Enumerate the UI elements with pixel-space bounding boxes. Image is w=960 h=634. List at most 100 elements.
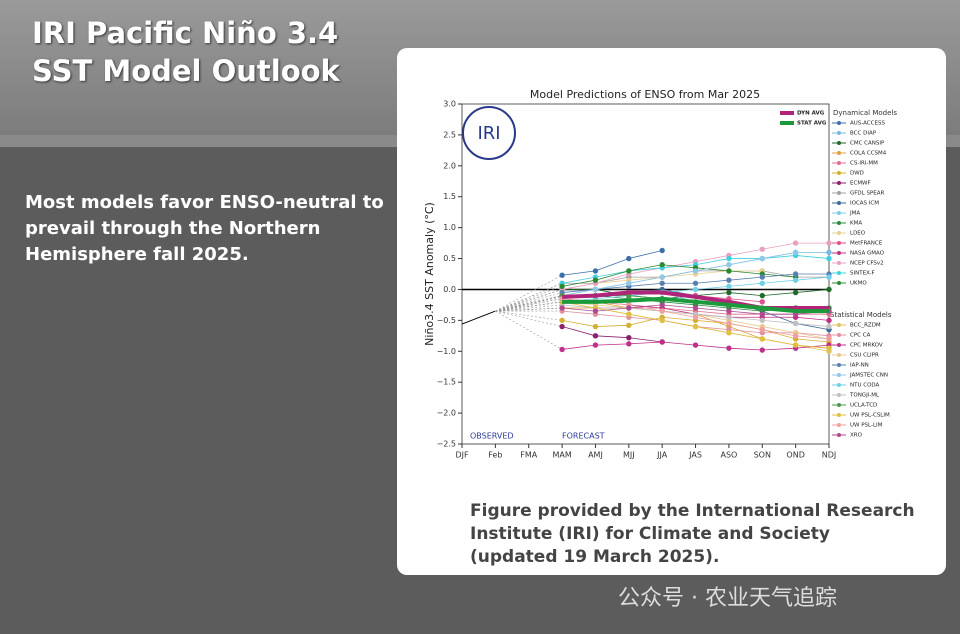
point — [592, 308, 599, 314]
series-line — [562, 290, 829, 310]
legend-marker — [837, 353, 841, 357]
connector — [495, 310, 563, 327]
legend-group-title: Statistical Models — [830, 311, 892, 319]
point — [726, 268, 732, 274]
series-line — [562, 251, 796, 297]
slide-title: IRI Pacific Niño 3.4 SST Model Outlook — [32, 14, 340, 90]
y-axis-label: Niño3.4 SST Anomaly (°C) — [423, 202, 436, 346]
point — [726, 262, 732, 268]
point — [692, 342, 699, 348]
x-tick-label: FMA — [520, 451, 538, 460]
y-tick-label: −0.5 — [437, 316, 456, 325]
legend-marker — [837, 121, 841, 125]
point — [626, 268, 632, 274]
point — [759, 317, 765, 324]
y-tick-label: 1.0 — [443, 223, 456, 232]
legend-label: COLA CCSM4 — [850, 151, 887, 157]
legend-label: UCLA-TCD — [850, 403, 877, 409]
legend-label: NTU CODA — [850, 383, 880, 389]
point — [792, 333, 799, 339]
point — [592, 342, 599, 348]
point — [559, 323, 565, 330]
point — [692, 286, 699, 293]
x-tick-label: MJJ — [623, 451, 635, 460]
title-line: SST Model Outlook — [32, 54, 340, 88]
legend-marker — [837, 403, 841, 407]
point — [659, 274, 665, 280]
legend-label: XRO — [850, 433, 863, 439]
legend-label: CSU CLIPR — [850, 353, 879, 359]
legend-marker — [837, 383, 841, 387]
legend-label: JAMSTEC CNN — [849, 373, 888, 379]
point — [659, 317, 665, 324]
connector — [495, 310, 563, 321]
x-tick-label: OND — [786, 451, 804, 460]
point — [826, 336, 832, 342]
connector — [495, 301, 563, 312]
point — [826, 323, 832, 330]
y-tick-label: 2.5 — [443, 130, 456, 139]
caption-line: (updated 19 March 2025). — [470, 547, 720, 567]
point — [726, 314, 732, 320]
legend-marker — [837, 141, 841, 145]
legend-label: UKMO — [850, 281, 867, 287]
point — [792, 320, 799, 327]
series-line — [461, 310, 496, 325]
point — [726, 277, 732, 283]
point — [826, 249, 832, 256]
point — [826, 345, 832, 351]
legend-label: KMA — [850, 221, 862, 227]
legend-label: TONGJI-ML — [849, 393, 880, 399]
legend-label: BCC_RZDM — [850, 323, 881, 329]
legend-marker — [837, 393, 841, 397]
point — [726, 345, 732, 351]
point — [726, 289, 732, 296]
legend-marker — [837, 231, 841, 235]
point — [659, 280, 665, 286]
connector — [495, 304, 563, 312]
x-tick-label: JAS — [688, 451, 702, 460]
point — [626, 311, 632, 317]
y-tick-label: −1.5 — [437, 378, 456, 387]
point — [759, 292, 765, 299]
legend-group-title: Dynamical Models — [833, 109, 897, 117]
point — [726, 320, 732, 327]
legend-marker — [837, 333, 841, 337]
point — [692, 314, 699, 320]
body-line: Most models favor ENSO-neutral to — [25, 192, 384, 213]
x-tick-label: Feb — [488, 451, 502, 460]
legend-label: LDEO — [850, 231, 866, 237]
series-line — [562, 296, 829, 314]
connector — [495, 296, 563, 312]
y-tick-label: 0.5 — [443, 254, 456, 263]
point — [826, 286, 832, 293]
point — [692, 323, 699, 330]
point — [759, 326, 765, 333]
legend-marker — [837, 343, 841, 347]
point — [559, 305, 565, 311]
y-tick-label: −2.0 — [437, 409, 456, 418]
point — [592, 277, 599, 283]
y-tick-label: −1.0 — [437, 347, 456, 356]
point — [626, 341, 632, 347]
legend-label: UW PSL-LIM — [850, 423, 883, 429]
y-tick-label: 2.0 — [443, 161, 456, 170]
legend-label: DWD — [850, 171, 864, 177]
body-line: prevail through the Northern — [25, 218, 321, 239]
legend-label: NASA GMAO — [850, 251, 885, 257]
point — [559, 317, 565, 324]
legend-label: MetFRANCE — [850, 241, 883, 247]
point — [659, 247, 665, 254]
legend-label: DYN AVG — [797, 111, 825, 117]
point — [826, 317, 832, 324]
legend-marker — [837, 323, 841, 327]
legend-label: AUS-ACCESS — [850, 121, 885, 127]
chart-title: Model Predictions of ENSO from Mar 2025 — [530, 88, 760, 101]
point — [726, 330, 732, 336]
title-line: IRI Pacific Niño 3.4 — [32, 16, 339, 50]
x-tick-label: JJA — [656, 451, 668, 460]
legend-marker — [837, 271, 841, 275]
x-tick-label: NDJ — [822, 451, 837, 460]
